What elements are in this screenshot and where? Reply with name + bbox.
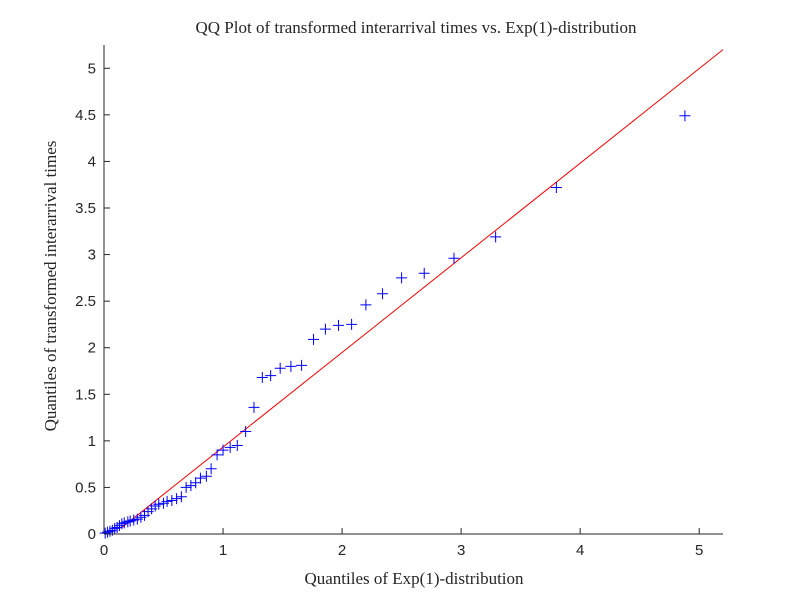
data-point [116, 518, 128, 530]
x-tick-label: 1 [219, 542, 227, 559]
data-point [448, 252, 460, 264]
data-point [185, 480, 197, 492]
axes [103, 45, 723, 535]
reference-line [121, 49, 724, 528]
data-point [308, 333, 320, 345]
y-tick-label: 3 [88, 247, 96, 264]
data-point [109, 522, 121, 534]
data-point [550, 182, 562, 194]
chart-title: QQ Plot of transformed interarrival time… [196, 18, 637, 37]
x-tick-labels: 0 1 2 3 4 5 [100, 542, 704, 559]
data-point [180, 481, 192, 493]
data-point [113, 520, 125, 532]
data-points-layer [99, 110, 691, 539]
data-point [285, 360, 297, 372]
data-point [396, 272, 408, 284]
data-point [153, 498, 165, 510]
data-point [231, 440, 243, 452]
y-tick-label: 0.5 [75, 479, 96, 496]
x-tick-label: 3 [457, 542, 465, 559]
y-tick-label: 4 [88, 153, 96, 170]
data-point [224, 441, 236, 453]
data-point [190, 477, 202, 489]
data-point [166, 494, 178, 506]
data-point [360, 299, 372, 311]
data-point [490, 231, 502, 243]
y-tick-label: 4.5 [75, 107, 96, 124]
x-tick-label: 0 [100, 542, 108, 559]
x-axis-label: Quantiles of Exp(1)-distribution [304, 569, 524, 588]
data-point [418, 267, 430, 279]
data-point [346, 318, 358, 330]
data-point [161, 495, 173, 507]
data-point [171, 493, 183, 505]
y-axis-label: Quantiles of transformed interarrival ti… [41, 141, 60, 432]
tick-marks [103, 67, 700, 535]
data-point [205, 463, 217, 475]
data-point [319, 323, 331, 335]
reference-line-layer [121, 49, 724, 528]
data-point [333, 319, 345, 331]
data-point [211, 449, 223, 461]
y-tick-label: 2.5 [75, 293, 96, 310]
x-tick-label: 5 [695, 542, 703, 559]
y-tick-label: 1.5 [75, 386, 96, 403]
data-point [679, 110, 691, 122]
data-point [122, 516, 134, 528]
y-tick-label: 1 [88, 433, 96, 450]
x-tick-label: 2 [338, 542, 346, 559]
y-tick-label: 2 [88, 340, 96, 357]
data-point [265, 370, 277, 382]
y-tick-label: 5 [88, 60, 96, 77]
data-point [248, 401, 260, 413]
data-point [217, 444, 229, 456]
y-tick-label: 0 [88, 526, 96, 543]
data-point [99, 527, 111, 539]
x-tick-label: 4 [576, 542, 584, 559]
y-tick-labels: 0 0.5 1 1.5 2 2.5 3 3.5 4 4.5 5 [75, 60, 96, 543]
data-point [175, 491, 187, 503]
data-point [377, 288, 389, 300]
data-point [104, 525, 116, 537]
data-point [194, 472, 206, 484]
data-point [240, 426, 252, 438]
y-tick-label: 3.5 [75, 200, 96, 217]
data-point [274, 362, 286, 374]
data-point [200, 470, 212, 482]
data-point [256, 372, 268, 384]
data-point [296, 359, 308, 371]
